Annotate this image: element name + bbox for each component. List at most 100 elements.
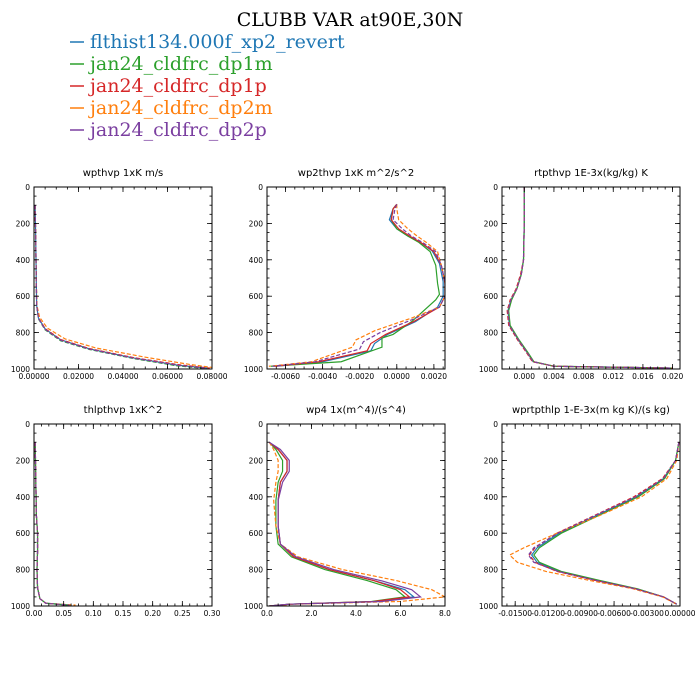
x-tick-label: 0.016 (632, 372, 654, 381)
panel-title: thlpthvp 1xK^2 (84, 405, 163, 416)
series-group (34, 205, 212, 369)
x-tick-label: 0.008 (573, 372, 595, 381)
legend-entry: flthist134.000f_xp2_revert (70, 31, 345, 53)
series-line-3 (34, 205, 210, 369)
legend-label: jan24_cldfrc_dp2p (88, 119, 267, 141)
series-line-3 (268, 441, 411, 606)
series-line-1 (276, 203, 444, 367)
x-tick-label: 0.30 (204, 609, 221, 618)
x-tick-label: 0.012 (603, 372, 625, 381)
legend-label: jan24_cldfrc_dp2m (88, 97, 273, 119)
plot-frame (266, 423, 446, 607)
series-line-2 (508, 187, 673, 369)
y-tick-label: 200 (16, 219, 31, 228)
series-line-3 (34, 442, 70, 606)
x-tick-label: -0.0060 (271, 372, 300, 381)
x-tick-label: -0.00900 (564, 609, 598, 618)
panel-2: wp2thvp 1xK m^2/s^2 0 200 400 600 800 1000 -0.0… (244, 168, 447, 381)
series-line-1 (34, 442, 70, 606)
x-tick-label: 0.000 (514, 372, 536, 381)
x-tick-label: 0.04000 (107, 372, 138, 381)
series-line-5 (272, 204, 445, 367)
legend: flthist134.000f_xp2_revertjan24_cldfrc_d… (70, 31, 345, 141)
panel-title: rtpthvp 1E-3x(kg/kg) K (534, 168, 648, 179)
x-tick-label: 0.020 (662, 372, 684, 381)
series-group (268, 203, 445, 367)
series-line-2 (34, 205, 204, 369)
series-line-4 (508, 442, 680, 605)
plot-frame (33, 186, 213, 370)
series-line-1 (507, 187, 673, 369)
y-tick-label: 600 (249, 292, 264, 301)
x-tick-label: 0.10 (85, 609, 102, 618)
series-line-4 (34, 442, 76, 606)
y-tick-label: 0 (258, 420, 263, 429)
y-tick-label: 600 (16, 292, 31, 301)
y-tick-label: 800 (16, 329, 31, 338)
y-tick-label: 1000 (244, 602, 263, 611)
x-tick-label: 0.004 (543, 372, 565, 381)
y-tick-label: 0 (25, 183, 30, 192)
plot-frame (501, 186, 681, 370)
series-line-2 (34, 442, 70, 606)
y-tick-label: 800 (484, 329, 499, 338)
y-tick-label: 200 (249, 456, 264, 465)
y-tick-label: 800 (249, 566, 264, 575)
series-line-5 (34, 442, 70, 606)
panel-6: wprtpthlp 1-E-3x(m kg K)/(s kg) 0 200 400 60… (479, 405, 696, 618)
y-tick-label: 1000 (479, 602, 498, 611)
figure-title: CLUBB VAR at90E,30N (237, 9, 463, 31)
x-tick-label: -0.01500 (498, 609, 532, 618)
x-tick-label: 0.00000 (664, 609, 695, 618)
series-line-1 (34, 205, 208, 369)
series-line-3 (274, 203, 445, 367)
series-line-2 (533, 442, 680, 605)
panel-title: wp2thvp 1xK m^2/s^2 (298, 168, 414, 179)
y-tick-label: 1000 (244, 365, 263, 374)
y-tick-label: 0 (493, 183, 498, 192)
y-tick-label: 600 (249, 529, 264, 538)
x-tick-label: 0.05 (55, 609, 72, 618)
x-tick-label: -0.00300 (630, 609, 664, 618)
series-group (508, 442, 680, 605)
series-line-1 (530, 442, 680, 605)
y-tick-label: 600 (484, 292, 499, 301)
panel-3: rtpthvp 1E-3x(kg/kg) K 0 200 400 600 800 1000 0… (479, 168, 684, 381)
series-group (506, 187, 673, 369)
x-tick-label: 8.0 (439, 609, 451, 618)
legend-label: jan24_cldfrc_dp1p (88, 75, 267, 97)
series-line-4 (268, 204, 445, 367)
x-tick-label: 0.15 (115, 609, 132, 618)
series-line-2 (270, 203, 441, 367)
x-tick-label: -0.00600 (597, 609, 631, 618)
series-group (268, 441, 445, 606)
x-tick-label: 0.20 (144, 609, 161, 618)
series-line-3 (506, 187, 673, 369)
x-tick-label: 6.0 (395, 609, 407, 618)
y-tick-label: 1000 (11, 602, 30, 611)
y-tick-label: 0 (25, 420, 30, 429)
series-line-1 (268, 441, 416, 606)
y-tick-label: 800 (484, 566, 499, 575)
series-line-4 (507, 187, 673, 369)
y-tick-label: 200 (484, 219, 499, 228)
y-tick-label: 200 (249, 219, 264, 228)
y-tick-label: 600 (484, 529, 499, 538)
series-line-4 (268, 441, 445, 606)
x-tick-label: 0.25 (174, 609, 191, 618)
y-tick-label: 400 (249, 493, 264, 502)
panel-title: wpthvp 1xK m/s (83, 168, 164, 179)
x-tick-label: 0.00 (26, 609, 43, 618)
series-line-4 (34, 205, 212, 369)
y-tick-label: 0 (493, 420, 498, 429)
x-tick-label: -0.0020 (345, 372, 374, 381)
y-tick-label: 200 (484, 456, 499, 465)
y-tick-label: 400 (16, 256, 31, 265)
y-tick-label: 1000 (11, 365, 30, 374)
panel-title: wp4 1x(m^4)/(s^4) (306, 405, 406, 416)
legend-entry: jan24_cldfrc_dp1m (70, 53, 273, 75)
